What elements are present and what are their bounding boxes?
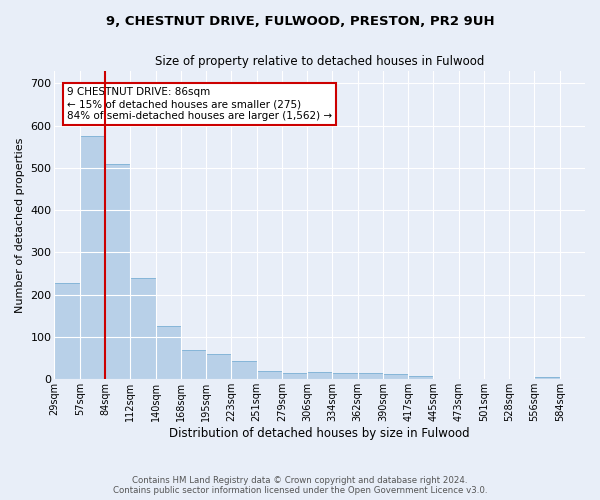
Bar — [535, 377, 560, 380]
X-axis label: Distribution of detached houses by size in Fulwood: Distribution of detached houses by size … — [169, 427, 470, 440]
Y-axis label: Number of detached properties: Number of detached properties — [15, 137, 25, 312]
Bar — [383, 374, 408, 380]
Title: Size of property relative to detached houses in Fulwood: Size of property relative to detached ho… — [155, 55, 484, 68]
Bar — [55, 283, 80, 380]
Bar — [257, 371, 282, 380]
Bar — [105, 164, 130, 380]
Bar — [80, 136, 105, 380]
Bar — [155, 326, 181, 380]
Bar — [307, 372, 332, 380]
Bar — [332, 373, 358, 380]
Text: 9, CHESTNUT DRIVE, FULWOOD, PRESTON, PR2 9UH: 9, CHESTNUT DRIVE, FULWOOD, PRESTON, PR2… — [106, 15, 494, 28]
Bar — [282, 374, 307, 380]
Bar — [408, 376, 433, 380]
Text: Contains HM Land Registry data © Crown copyright and database right 2024.
Contai: Contains HM Land Registry data © Crown c… — [113, 476, 487, 495]
Bar — [358, 374, 383, 380]
Text: 9 CHESTNUT DRIVE: 86sqm
← 15% of detached houses are smaller (275)
84% of semi-d: 9 CHESTNUT DRIVE: 86sqm ← 15% of detache… — [67, 88, 332, 120]
Bar — [232, 361, 257, 380]
Bar — [130, 278, 155, 380]
Bar — [206, 354, 232, 380]
Bar — [181, 350, 206, 380]
